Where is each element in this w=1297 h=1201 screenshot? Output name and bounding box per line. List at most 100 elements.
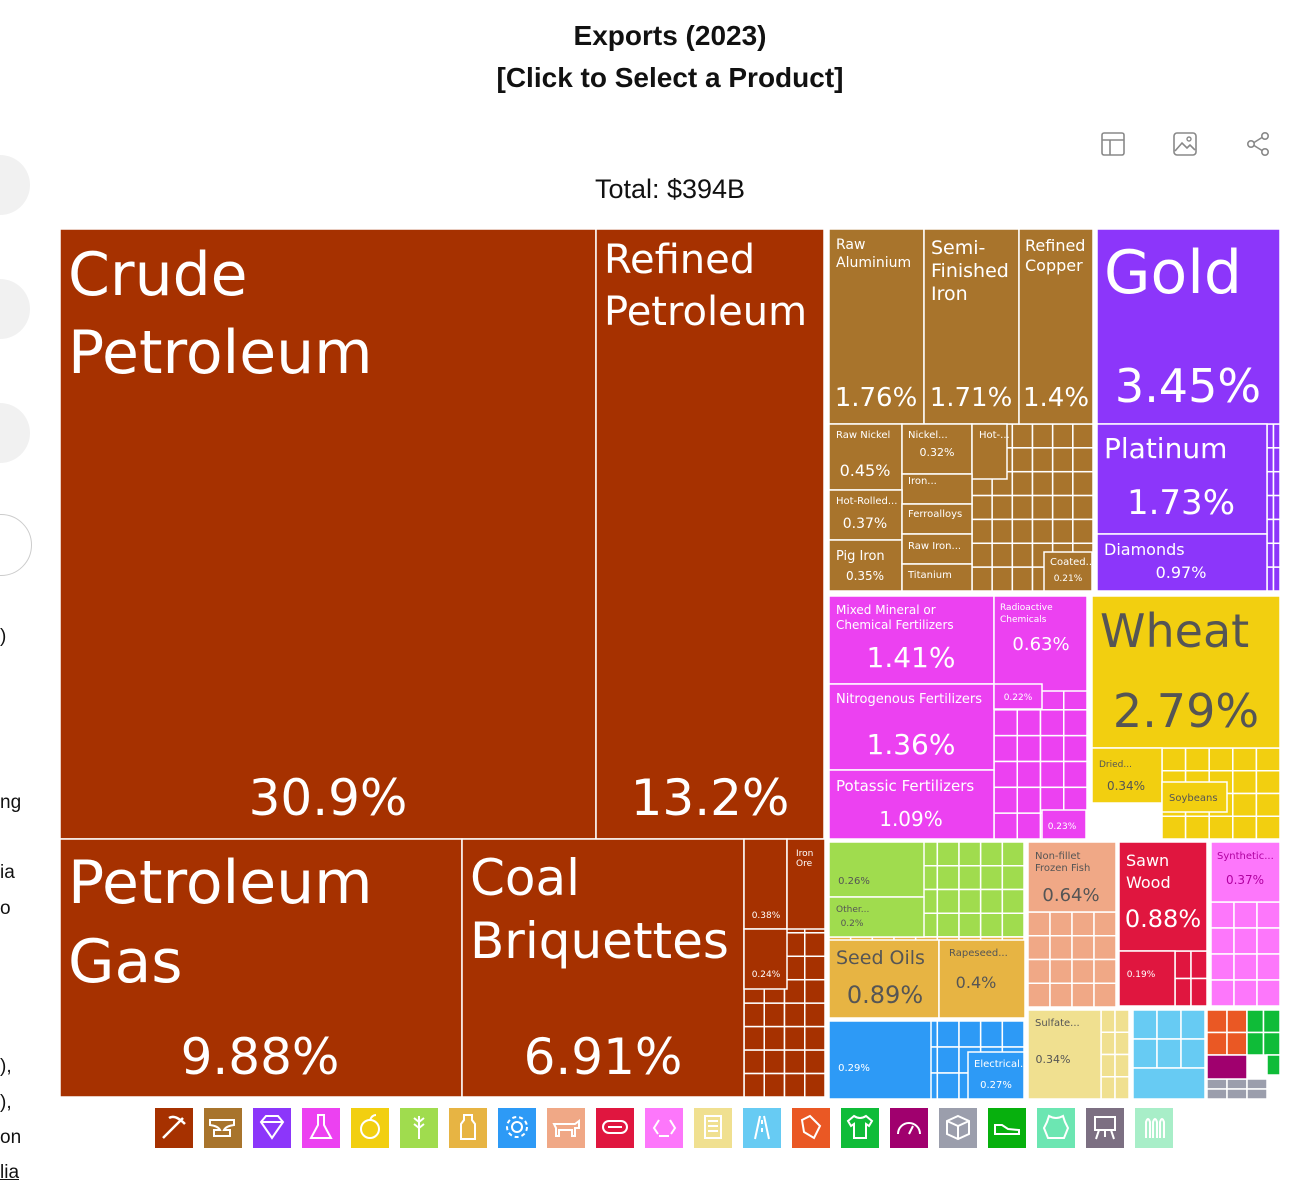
treemap-tile-minor[interactable]	[993, 709, 1018, 737]
treemap-tile-minor[interactable]	[1210, 953, 1235, 981]
treemap-tile-minor[interactable]	[1031, 518, 1054, 545]
treemap-tile-minor[interactable]	[1051, 518, 1074, 545]
treemap-tile-minor[interactable]	[1226, 1078, 1248, 1090]
treemap-tile-potassic-fertilizers[interactable]	[828, 769, 995, 840]
treemap-tile-minor[interactable]	[763, 1025, 786, 1051]
treemap-tile-minor[interactable]	[1001, 865, 1025, 891]
treemap-tile-minor[interactable]	[804, 1072, 826, 1098]
treemap-tile-minor[interactable]	[1071, 911, 1095, 937]
treemap-tile-minor[interactable]	[804, 1002, 826, 1028]
treemap-tile-minor[interactable]	[804, 932, 826, 958]
treemap-tile-minor[interactable]	[1049, 958, 1073, 984]
treemap-tile-minor[interactable]	[1049, 935, 1073, 961]
treemap-tile-minor[interactable]	[1031, 423, 1054, 449]
treemap-tile-minor[interactable]	[1027, 958, 1051, 984]
treemap-tile-minor[interactable]	[979, 912, 1004, 938]
treemap-tile-minor[interactable]	[1226, 1088, 1248, 1100]
treemap-tile-refined-copper[interactable]	[1018, 228, 1094, 425]
treemap-tile-minor[interactable]	[1016, 786, 1042, 814]
treemap-tile-minor[interactable]	[1232, 792, 1258, 817]
easel-icon[interactable]	[1086, 1108, 1124, 1148]
treemap-tile-minor[interactable]	[936, 1046, 960, 1074]
treemap-tile-minor[interactable]	[1226, 1009, 1248, 1034]
treemap-tile-minor[interactable]	[1016, 812, 1042, 840]
treemap-tile-gold[interactable]	[1096, 228, 1281, 425]
treemap-tile-minor[interactable]	[1100, 1031, 1116, 1056]
treemap-tile-dried[interactable]	[1091, 747, 1163, 804]
treemap-tile-minor[interactable]	[1206, 1088, 1228, 1100]
treemap-tile-minor[interactable]	[1093, 982, 1117, 1008]
treemap-tile-minor[interactable]	[1233, 979, 1258, 1007]
treemap-tile-minor[interactable]	[1093, 935, 1117, 961]
treemap-tile-minor[interactable]	[783, 1002, 806, 1028]
treemap-tile-minor[interactable]	[1174, 977, 1192, 1007]
treemap-tile-minor[interactable]	[1051, 494, 1074, 521]
treemap-tile-minor[interactable]	[979, 1020, 1004, 1048]
treemap-tile-minor[interactable]	[1072, 518, 1094, 545]
flask-icon[interactable]	[302, 1108, 340, 1148]
treemap-tile-minor[interactable]	[1016, 734, 1042, 763]
treemap-tile-minor[interactable]	[1001, 888, 1025, 914]
share-icon[interactable]	[1245, 131, 1271, 157]
treemap-tile-hot-rolled[interactable]	[828, 489, 903, 541]
fruit-icon[interactable]	[351, 1108, 389, 1148]
treemap-tile-minor[interactable]	[1233, 953, 1258, 981]
treemap-tile-diamonds[interactable]	[1096, 533, 1268, 592]
treemap-tile-minor[interactable]	[743, 1002, 765, 1028]
log-icon[interactable]	[596, 1108, 634, 1148]
recycle-icon[interactable]	[645, 1108, 683, 1148]
treemap-tile-minor[interactable]	[1031, 470, 1054, 497]
scroll-icon[interactable]	[694, 1108, 732, 1148]
treemap-tile-unnamed[interactable]	[828, 841, 925, 898]
treemap-tile-minor[interactable]	[1011, 470, 1034, 497]
treemap-tile-minor[interactable]	[1256, 979, 1281, 1007]
table-icon[interactable]	[1100, 131, 1126, 157]
treemap-tile-minor[interactable]	[1256, 927, 1281, 955]
treemap-tile-minor[interactable]	[1100, 1053, 1116, 1078]
treemap-tile-minor[interactable]	[1246, 1009, 1265, 1034]
treemap-tile-minor[interactable]	[1016, 709, 1042, 737]
treemap-tile-minor[interactable]	[804, 955, 826, 981]
treemap-tile-minor[interactable]	[991, 518, 1014, 545]
treemap-tile-minor[interactable]	[1208, 747, 1234, 772]
treemap-tile-minor[interactable]	[1027, 911, 1051, 937]
treemap-tile-minor[interactable]	[1180, 1009, 1206, 1040]
sidebar-circle-button[interactable]	[0, 279, 30, 339]
treemap-tile-minor[interactable]	[1016, 760, 1042, 789]
treemap-tile-minor[interactable]	[763, 1072, 786, 1098]
treemap-tile-minor[interactable]	[1156, 1038, 1182, 1069]
treemap-tile-minor[interactable]	[1011, 447, 1034, 473]
treemap-tile-minor[interactable]	[1262, 1009, 1281, 1034]
treemap-tile-minor[interactable]	[1255, 792, 1281, 817]
road-icon[interactable]	[743, 1108, 781, 1148]
treemap-tile-raw-iron[interactable]	[901, 533, 973, 565]
treemap-tile-minor[interactable]	[1001, 1020, 1025, 1048]
treemap-tile-minor[interactable]	[1174, 950, 1192, 980]
treemap-tile-raw-nickel[interactable]	[828, 423, 903, 491]
treemap-tile-minor[interactable]	[1063, 760, 1088, 789]
shoe-icon[interactable]	[988, 1108, 1026, 1148]
treemap-tile-minor[interactable]	[1011, 518, 1034, 545]
treemap-tile-minor[interactable]	[1051, 470, 1074, 497]
treemap-tile-minor[interactable]	[1272, 447, 1281, 473]
treemap-tile-minor[interactable]	[1093, 958, 1117, 984]
treemap-tile-minor[interactable]	[1039, 760, 1065, 789]
treemap-tile-minor[interactable]	[1001, 912, 1025, 938]
cow-icon[interactable]	[547, 1108, 585, 1148]
treemap-tile-seed-oils[interactable]	[828, 939, 940, 1019]
treemap-tile-minor[interactable]	[783, 1025, 806, 1051]
treemap-tile-non-fillet-frozen-fish[interactable]	[1027, 841, 1117, 913]
treemap-tile-minor[interactable]	[1132, 1038, 1158, 1069]
treemap-tile-minor[interactable]	[971, 542, 993, 568]
treemap-tile-minor[interactable]	[763, 1049, 786, 1075]
treemap-tile-unnamed[interactable]	[743, 838, 788, 930]
treemap-tile-minor[interactable]	[958, 1020, 982, 1048]
treemap-tile-minor[interactable]	[1180, 1038, 1206, 1069]
treemap-tile-crude-petroleum[interactable]	[59, 228, 597, 840]
treemap-tile-minor[interactable]	[1272, 542, 1281, 568]
treemap-tile-minor[interactable]	[743, 1072, 765, 1098]
treemap-tile-minor[interactable]	[1255, 770, 1281, 795]
treemap-tile-pig-iron[interactable]	[828, 539, 903, 592]
treemap-tile-unnamed[interactable]	[993, 683, 1043, 710]
treemap-tile-minor[interactable]	[1233, 901, 1258, 929]
